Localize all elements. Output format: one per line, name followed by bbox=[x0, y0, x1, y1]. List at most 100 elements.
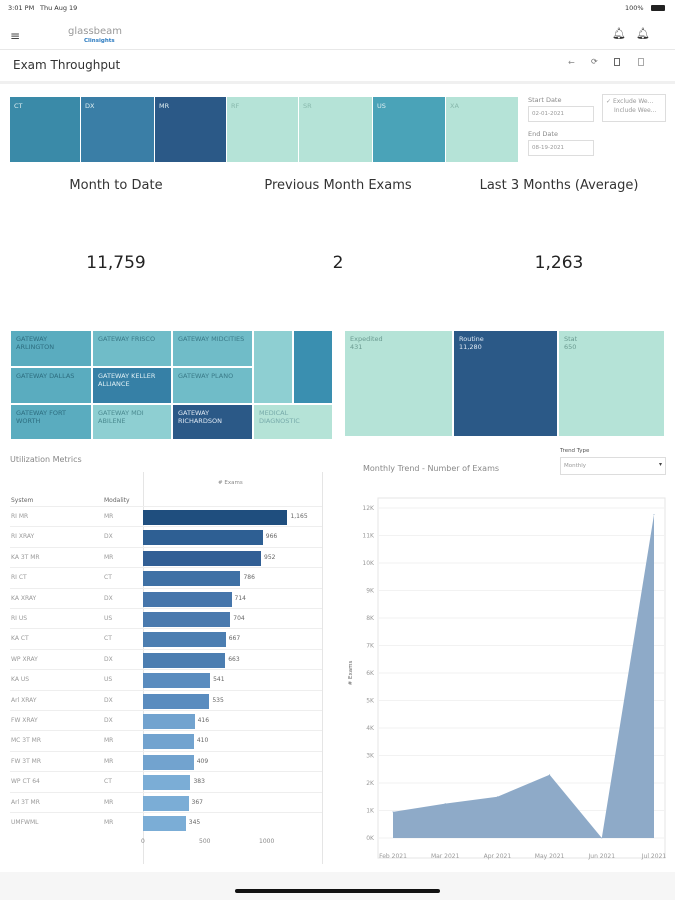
table-row[interactable]: KA US US 541 bbox=[10, 669, 322, 689]
modality-tile[interactable]: CT bbox=[10, 97, 80, 162]
table-row[interactable]: RI XRAY DX 966 bbox=[10, 526, 322, 546]
modality-tile[interactable]: RF bbox=[227, 97, 298, 162]
plot-frame bbox=[377, 497, 666, 859]
kpi-mtd-label: Month to Date bbox=[69, 178, 163, 193]
bar[interactable] bbox=[143, 612, 231, 627]
trend-chart-title: Monthly Trend - Number of Exams bbox=[363, 464, 500, 473]
bar[interactable] bbox=[143, 775, 191, 791]
modality-tile[interactable]: MR bbox=[155, 97, 226, 162]
system-cell: KA XRAY bbox=[11, 594, 37, 602]
status-date: Thu Aug 19 bbox=[40, 4, 78, 12]
trend-type-select[interactable]: Monthly ▾ bbox=[560, 457, 666, 475]
modality-cell: DX bbox=[104, 717, 113, 724]
start-date-input[interactable]: 02-01-2021 bbox=[528, 106, 594, 122]
bar[interactable] bbox=[143, 816, 186, 831]
system-cell: Arl 3T MR bbox=[11, 798, 40, 806]
battery-level: 100% bbox=[625, 4, 644, 12]
utilization-title: Utilization Metrics bbox=[10, 455, 82, 464]
table-row[interactable]: Arl XRAY DX 535 bbox=[10, 689, 322, 710]
modality-tile[interactable]: US bbox=[373, 97, 445, 162]
bar[interactable] bbox=[143, 795, 189, 811]
bar[interactable] bbox=[143, 754, 194, 770]
system-header: System bbox=[11, 497, 34, 504]
y-tick-label: 11K bbox=[362, 533, 375, 540]
end-date-input[interactable]: 08-19-2021 bbox=[528, 140, 594, 156]
modality-cell: US bbox=[104, 615, 113, 622]
trend-type-value: Monthly bbox=[564, 463, 587, 469]
site-tile[interactable] bbox=[253, 330, 293, 404]
bar[interactable] bbox=[143, 632, 226, 648]
bar-label: 367 bbox=[191, 798, 203, 806]
weekend-option-exclude[interactable]: ✓ Exclude We... bbox=[606, 98, 654, 105]
table-row[interactable]: UMFWML MR 345 bbox=[10, 812, 322, 832]
bar[interactable] bbox=[143, 734, 194, 750]
bar[interactable] bbox=[143, 591, 232, 607]
back-icon[interactable]: ← bbox=[568, 58, 575, 67]
site-tile[interactable]: GATEWAY MDI ABILENE bbox=[92, 404, 172, 440]
axis-tick: 500 bbox=[199, 838, 211, 845]
bar[interactable] bbox=[143, 550, 262, 566]
modality-tile[interactable]: XA bbox=[446, 97, 518, 162]
modality-cell: MR bbox=[104, 757, 114, 765]
priority-stat[interactable]: Stat 650 bbox=[558, 330, 665, 437]
bar[interactable] bbox=[143, 714, 195, 729]
y-tick-label: 2K bbox=[366, 780, 375, 787]
weekend-option-include[interactable]: Include Wee... bbox=[606, 107, 662, 114]
modality-cell: DX bbox=[104, 594, 113, 602]
site-tile[interactable]: GATEWAY PLANO bbox=[172, 367, 253, 404]
site-tile[interactable]: GATEWAY FORT WORTH bbox=[10, 404, 92, 440]
bar-label: 541 bbox=[213, 676, 225, 684]
status-time: 3:01 PM bbox=[8, 4, 35, 12]
bar[interactable] bbox=[143, 510, 288, 525]
export-icon[interactable] bbox=[638, 58, 644, 66]
site-tile[interactable]: GATEWAY DALLAS bbox=[10, 367, 92, 404]
data-point bbox=[549, 774, 551, 776]
bar[interactable] bbox=[143, 530, 263, 546]
modality-cell: CT bbox=[104, 778, 112, 786]
table-row[interactable]: WP CT 64 CT 383 bbox=[10, 771, 322, 791]
home-indicator[interactable] bbox=[235, 889, 440, 893]
system-cell: RI MR bbox=[11, 513, 29, 520]
menu-icon[interactable]: ≡ bbox=[10, 29, 21, 43]
priority-routine[interactable]: Routine 11,280 bbox=[453, 330, 558, 437]
table-row[interactable]: RI CT CT 786 bbox=[10, 567, 322, 587]
site-tile[interactable]: GATEWAY MIDCITIES bbox=[172, 330, 253, 367]
bell-icon[interactable]: 🔔︎ bbox=[636, 27, 650, 40]
site-tile[interactable]: GATEWAY RICHARDSON bbox=[172, 404, 253, 440]
bar[interactable] bbox=[143, 693, 210, 709]
bar-label: 714 bbox=[234, 594, 246, 602]
bar[interactable] bbox=[143, 571, 241, 587]
table-row[interactable]: WP XRAY DX 663 bbox=[10, 648, 322, 669]
table-row[interactable]: KA 3T MR MR 952 bbox=[10, 546, 322, 567]
notification-settings-icon[interactable]: 🔔︎ bbox=[612, 27, 626, 40]
table-row[interactable]: RI US US 704 bbox=[10, 608, 322, 628]
table-row[interactable]: Arl 3T MR MR 367 bbox=[10, 791, 322, 812]
bar-label: 345 bbox=[188, 819, 201, 826]
modality-cell: MR bbox=[104, 513, 114, 520]
page-title: Exam Throughput bbox=[13, 58, 121, 72]
site-tile[interactable]: MEDICAL DIAGNOSTIC bbox=[253, 404, 333, 440]
table-row[interactable]: KA XRAY DX 714 bbox=[10, 587, 322, 608]
refresh-icon[interactable]: ⟳ bbox=[591, 57, 598, 66]
bar[interactable] bbox=[143, 673, 211, 689]
priority-expedited[interactable]: Expedited 431 bbox=[344, 330, 453, 437]
site-tile[interactable]: GATEWAY FRISCO bbox=[92, 330, 172, 367]
table-row[interactable]: KA CT CT 667 bbox=[10, 628, 322, 648]
table-row[interactable]: FW XRAY DX 416 bbox=[10, 710, 322, 730]
modality-tile[interactable]: SR bbox=[299, 97, 372, 162]
modality-cell: MR bbox=[104, 553, 114, 561]
area-series bbox=[393, 514, 654, 838]
save-icon[interactable] bbox=[614, 58, 620, 66]
site-tile[interactable]: GATEWAY ARLINGTON bbox=[10, 330, 92, 367]
x-tick-label: Apr 2021 bbox=[484, 853, 512, 860]
data-point bbox=[653, 514, 655, 516]
table-row[interactable]: MC 3T MR MR 410 bbox=[10, 730, 322, 750]
table-row[interactable]: FW 3T MR MR 409 bbox=[10, 750, 322, 771]
site-tile[interactable]: GATEWAY KELLER ALLIANCE bbox=[92, 367, 172, 404]
modality-tile[interactable]: DX bbox=[81, 97, 154, 162]
y-axis-label: # Exams bbox=[348, 661, 354, 686]
table-row[interactable]: RI MR MR 1,165 bbox=[10, 506, 322, 526]
bar[interactable] bbox=[143, 652, 226, 668]
site-tile[interactable] bbox=[293, 330, 333, 404]
priority-label: Routine bbox=[459, 335, 484, 343]
